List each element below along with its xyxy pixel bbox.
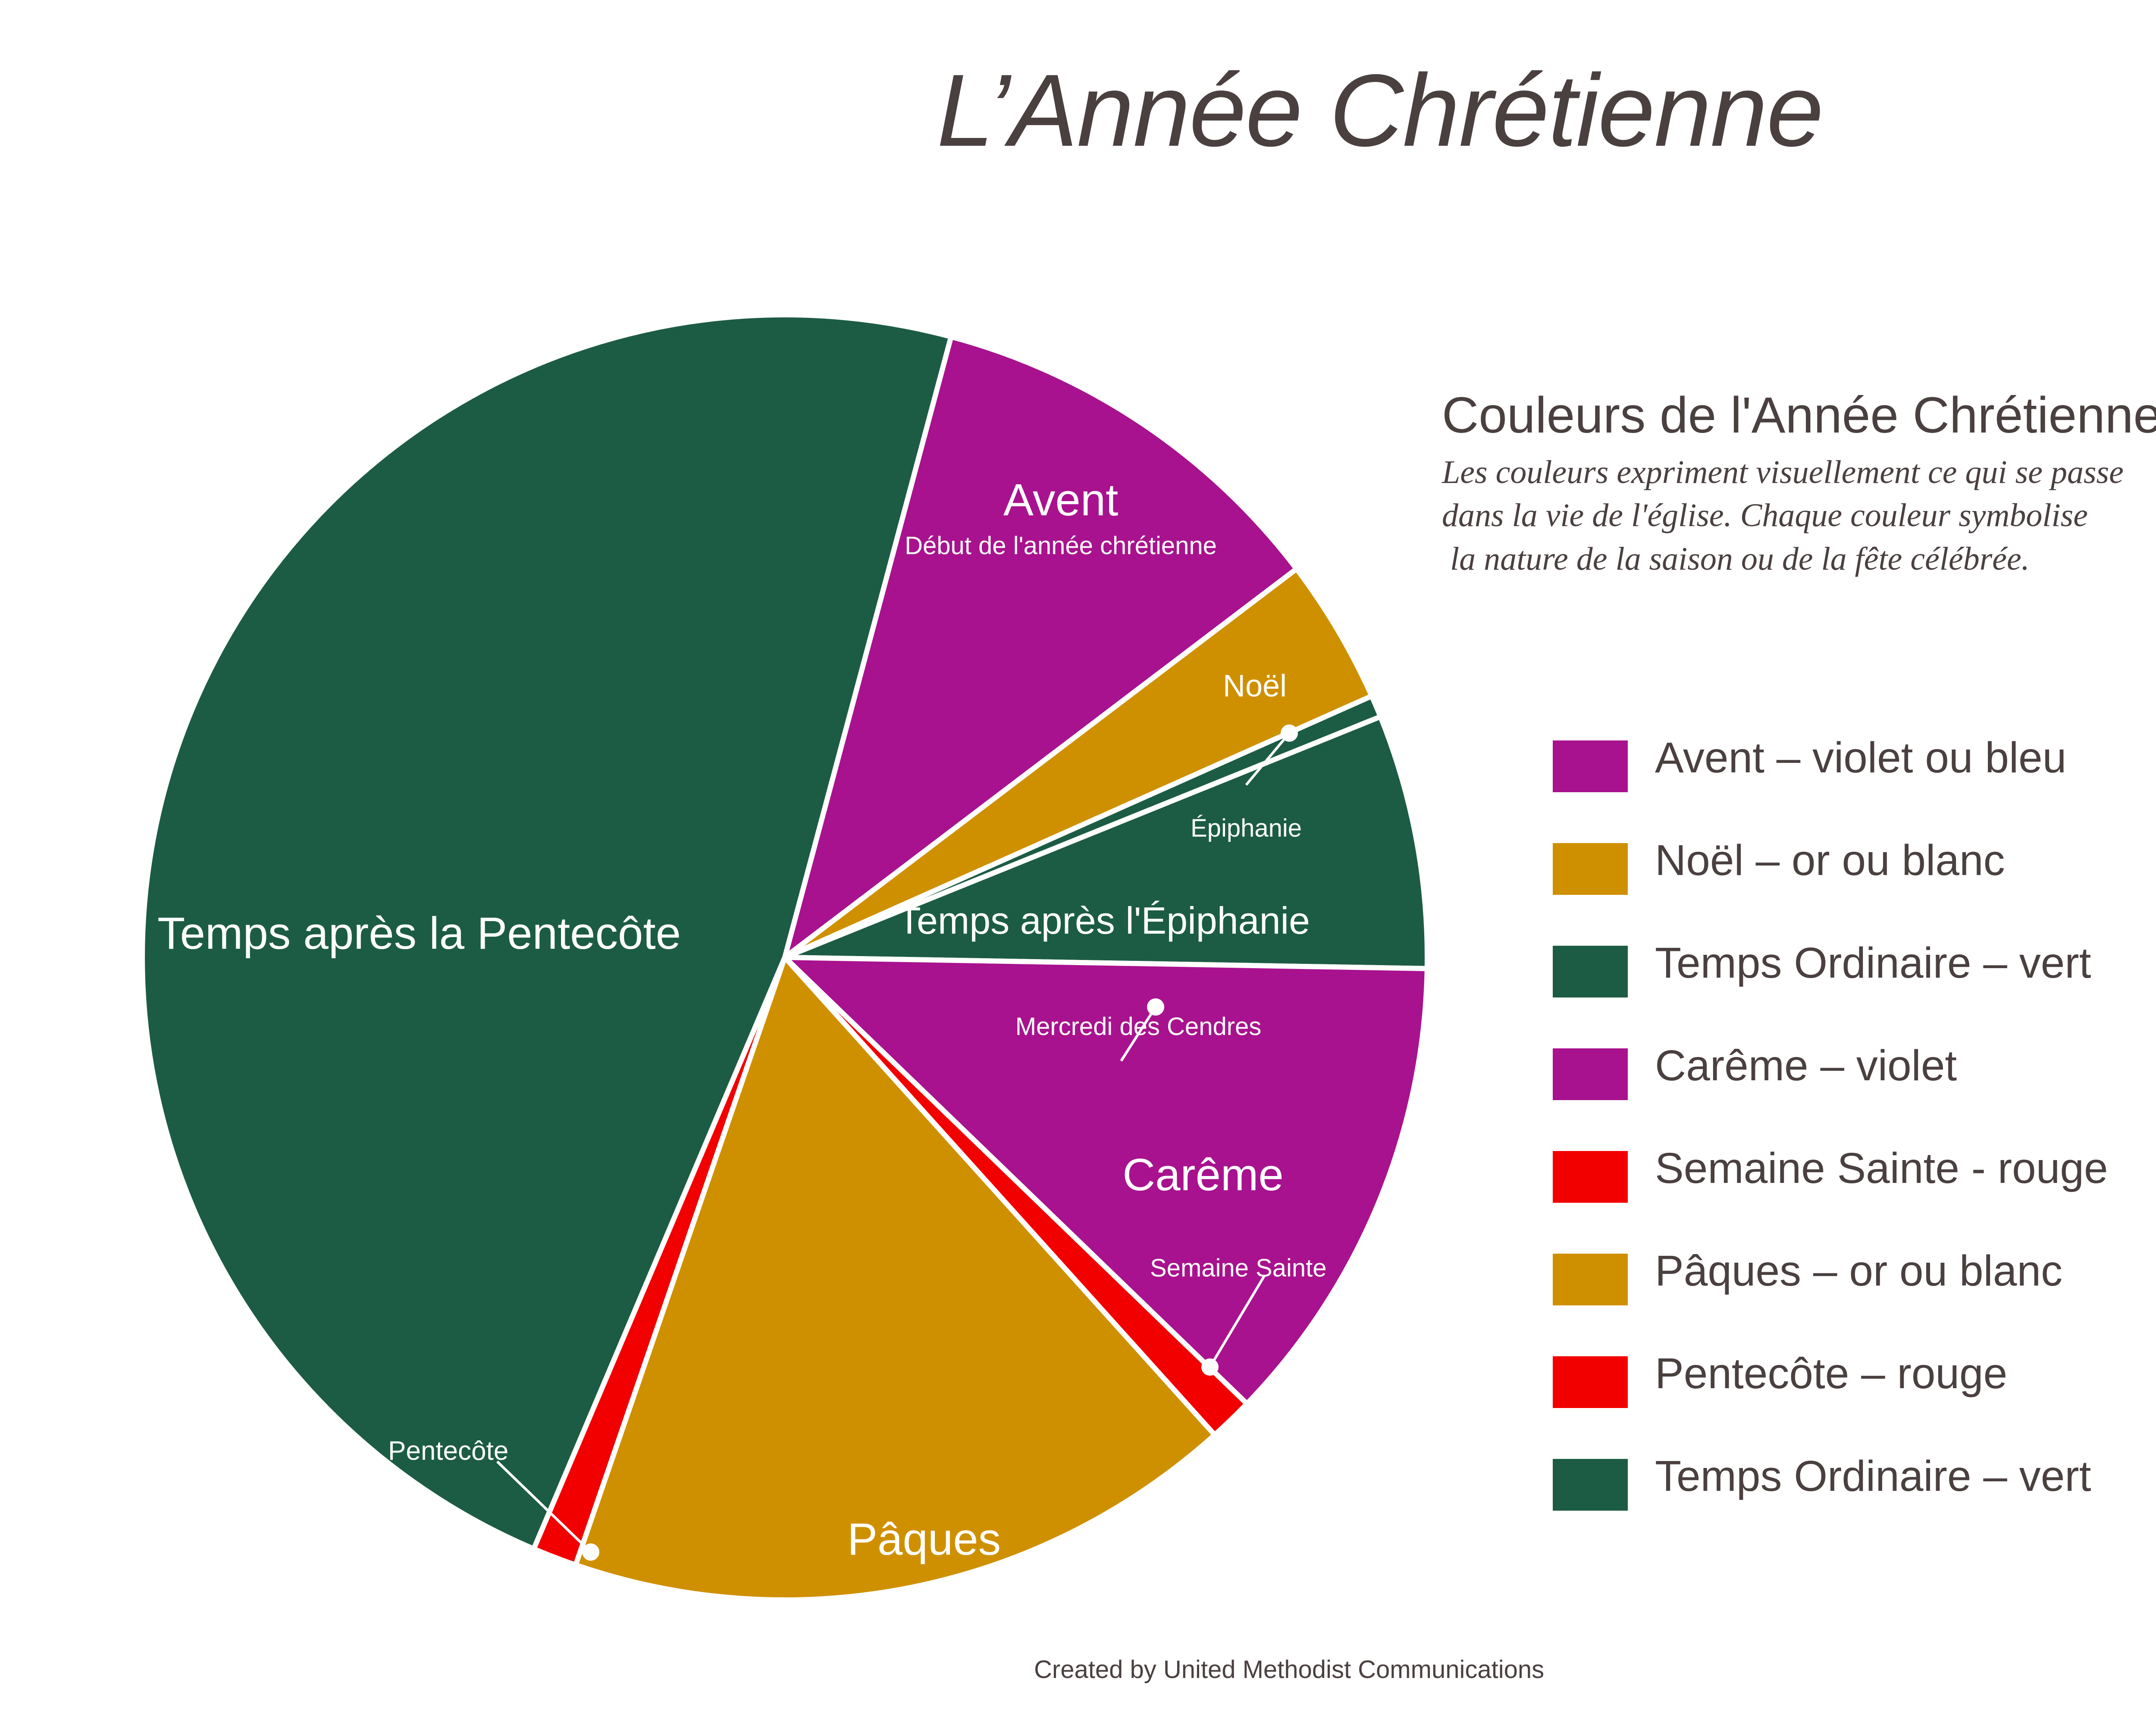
svg-text:Carême: Carême: [1122, 1150, 1283, 1200]
svg-text:Temps après la Pentecôte: Temps après la Pentecôte: [157, 908, 681, 959]
svg-text:Semaine Sainte: Semaine Sainte: [1150, 1254, 1326, 1282]
svg-text:Début de l'année chrétienne: Début de l'année chrétienne: [905, 532, 1217, 560]
svg-text:Épiphanie: Épiphanie: [1191, 814, 1302, 842]
svg-text:Pentecôte: Pentecôte: [388, 1436, 508, 1466]
svg-text:Temps après l'Épiphanie: Temps après l'Épiphanie: [898, 899, 1310, 942]
svg-text:Pâques: Pâques: [847, 1514, 1001, 1565]
svg-text:Avent: Avent: [1003, 475, 1119, 525]
svg-text:Noël: Noël: [1223, 669, 1287, 703]
svg-text:Mercredi des Cendres: Mercredi des Cendres: [1015, 1013, 1262, 1041]
